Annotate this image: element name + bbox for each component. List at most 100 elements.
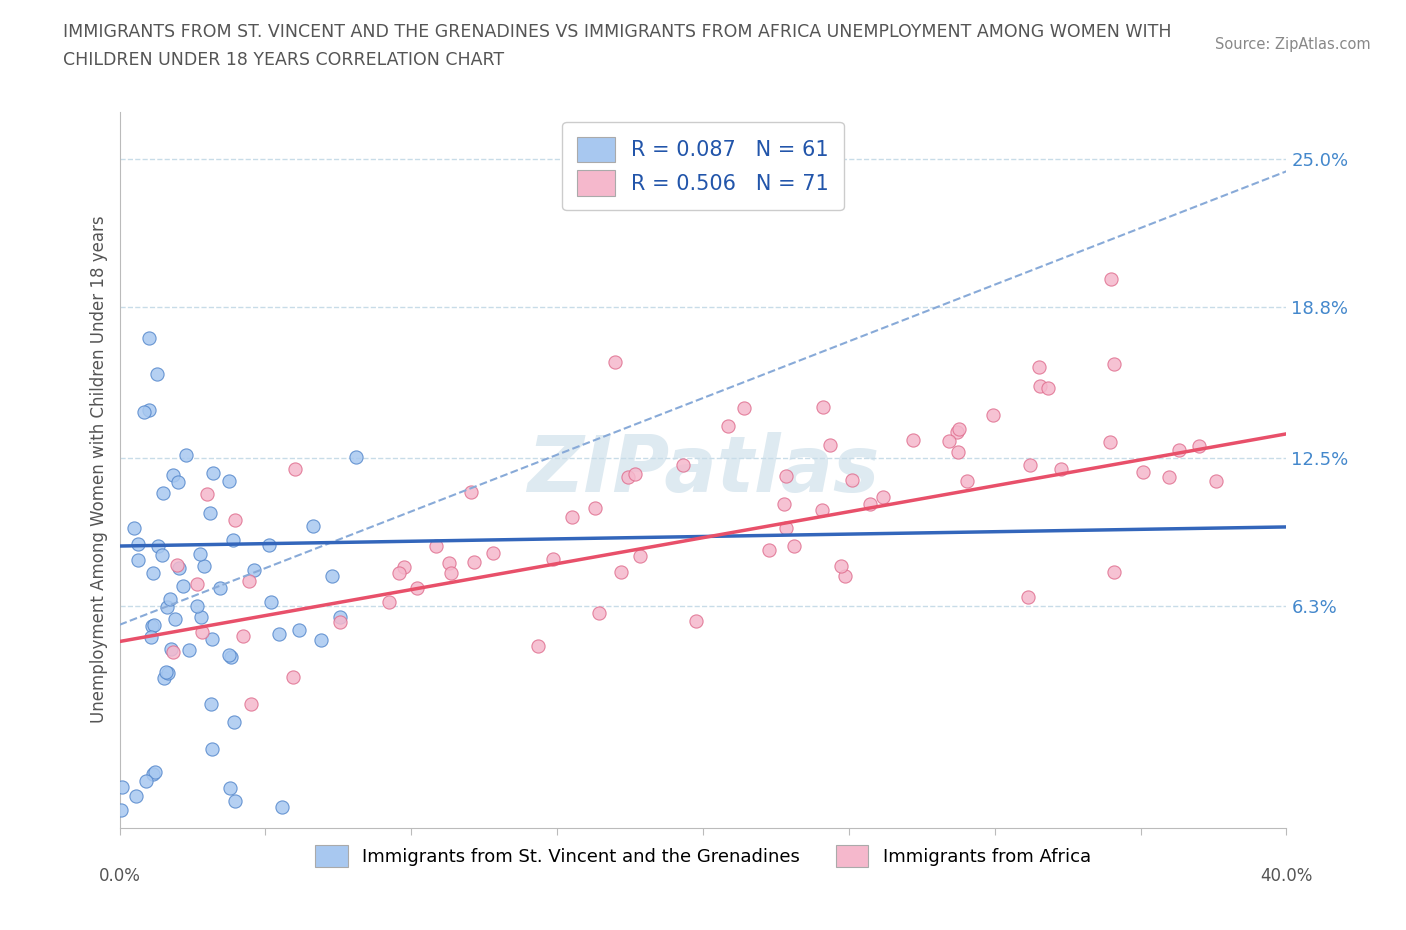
- Point: [406, 580, 429, 595]
- Point: [623, 466, 645, 481]
- Point: [124, 521, 146, 536]
- Point: [1205, 473, 1227, 488]
- Point: [321, 568, 343, 583]
- Point: [948, 445, 970, 459]
- Point: [138, 403, 160, 418]
- Point: [186, 577, 208, 591]
- Point: [155, 664, 177, 679]
- Point: [163, 611, 186, 626]
- Point: [201, 631, 224, 646]
- Point: [1188, 439, 1211, 454]
- Point: [240, 697, 263, 711]
- Point: [1017, 590, 1039, 604]
- Point: [948, 421, 970, 436]
- Point: [811, 503, 834, 518]
- Point: [218, 647, 240, 662]
- Point: [329, 610, 352, 625]
- Point: [1132, 465, 1154, 480]
- Point: [142, 767, 165, 782]
- Point: [440, 565, 463, 580]
- Point: [717, 418, 740, 433]
- Point: [859, 497, 882, 512]
- Point: [174, 447, 197, 462]
- Point: [159, 591, 181, 606]
- Point: [561, 510, 583, 525]
- Point: [146, 366, 169, 381]
- Point: [127, 552, 149, 567]
- Point: [150, 548, 173, 563]
- Point: [460, 485, 482, 499]
- Point: [152, 485, 174, 500]
- Point: [1099, 434, 1122, 449]
- Point: [830, 559, 852, 574]
- Point: [134, 405, 156, 419]
- Point: [425, 538, 447, 553]
- Point: [190, 609, 212, 624]
- Point: [1159, 470, 1181, 485]
- Point: [527, 638, 550, 653]
- Point: [588, 605, 610, 620]
- Point: [377, 595, 399, 610]
- Point: [242, 563, 264, 578]
- Point: [269, 626, 291, 641]
- Point: [672, 458, 695, 472]
- Point: [125, 789, 148, 804]
- Point: [198, 505, 221, 520]
- Point: [344, 450, 367, 465]
- Point: [775, 469, 797, 484]
- Point: [302, 519, 325, 534]
- Point: [541, 551, 564, 566]
- Point: [938, 434, 960, 449]
- Point: [388, 565, 411, 580]
- Point: [329, 615, 352, 630]
- Point: [141, 618, 163, 633]
- Point: [733, 401, 755, 416]
- Point: [222, 532, 245, 547]
- Point: [143, 764, 166, 779]
- Point: [628, 549, 651, 564]
- Point: [283, 670, 305, 684]
- Text: CHILDREN UNDER 18 YEARS CORRELATION CHART: CHILDREN UNDER 18 YEARS CORRELATION CHAR…: [63, 51, 505, 69]
- Point: [111, 779, 134, 794]
- Point: [616, 470, 638, 485]
- Point: [583, 500, 606, 515]
- Point: [222, 714, 245, 729]
- Point: [482, 546, 505, 561]
- Point: [1099, 272, 1122, 286]
- Point: [1018, 457, 1040, 472]
- Point: [605, 355, 627, 370]
- Point: [872, 489, 894, 504]
- Point: [257, 538, 280, 552]
- Point: [983, 407, 1005, 422]
- Point: [811, 399, 834, 414]
- Point: [901, 432, 924, 447]
- Point: [142, 565, 165, 580]
- Legend: Immigrants from St. Vincent and the Grenadines, Immigrants from Africa: Immigrants from St. Vincent and the Gren…: [302, 832, 1104, 880]
- Point: [685, 614, 707, 629]
- Point: [127, 537, 149, 551]
- Point: [392, 559, 415, 574]
- Point: [224, 512, 246, 527]
- Point: [956, 474, 979, 489]
- Point: [172, 578, 194, 593]
- Point: [1036, 380, 1059, 395]
- Point: [1102, 356, 1125, 371]
- Point: [166, 558, 188, 573]
- Point: [288, 622, 311, 637]
- Point: [609, 565, 631, 579]
- Point: [437, 555, 460, 570]
- Point: [834, 568, 856, 583]
- Point: [238, 574, 260, 589]
- Text: ZIPatlas: ZIPatlas: [527, 432, 879, 508]
- Point: [1102, 565, 1125, 579]
- Point: [232, 629, 254, 644]
- Point: [162, 468, 184, 483]
- Point: [190, 624, 212, 639]
- Point: [138, 331, 160, 346]
- Point: [160, 641, 183, 656]
- Point: [820, 438, 842, 453]
- Text: 40.0%: 40.0%: [1260, 867, 1313, 884]
- Point: [945, 424, 967, 439]
- Point: [156, 600, 179, 615]
- Point: [218, 473, 240, 488]
